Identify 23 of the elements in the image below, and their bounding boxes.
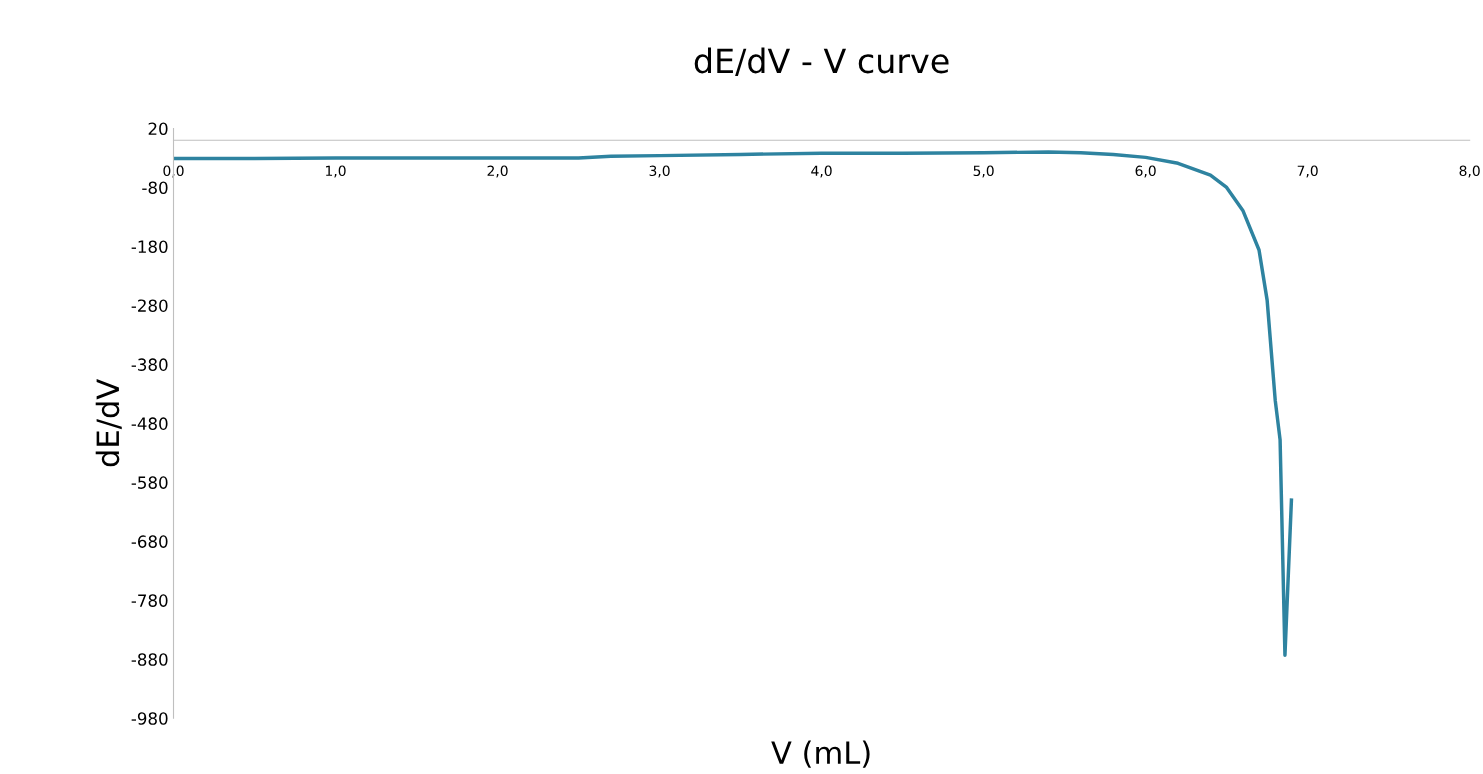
x-axis-title: V (mL) [771, 740, 870, 768]
chart-title: dE/dV - V curve [694, 47, 949, 77]
x-tick-label: 3,0 [649, 165, 670, 178]
x-tick-label: 4,0 [811, 165, 832, 178]
y-tick-label: -680 [131, 535, 168, 548]
y-tick-label: -180 [131, 240, 168, 254]
y-tick-label: 20 [148, 122, 168, 136]
x-tick-label: 8,0 [1459, 165, 1480, 178]
x-tick-label: 6,0 [1135, 165, 1156, 178]
x-tick-label: 7,0 [1297, 165, 1318, 178]
x-tick-label: 0,0 [163, 165, 184, 178]
y-tick-label: -980 [131, 712, 168, 725]
x-tick-label: 2,0 [487, 165, 508, 178]
y-tick-label: -580 [131, 476, 168, 489]
x-tick-label: 5,0 [973, 165, 994, 178]
y-tick-label: -880 [131, 653, 168, 666]
y-tick-label: -780 [131, 594, 168, 607]
y-tick-label: -480 [131, 417, 168, 430]
y-tick-label: -280 [131, 299, 168, 312]
y-tick-label: -380 [131, 358, 168, 371]
y-axis-title: dE/dV [95, 378, 122, 467]
x-tick-label: 1,0 [326, 165, 346, 178]
y-tick-label: -80 [142, 181, 168, 195]
